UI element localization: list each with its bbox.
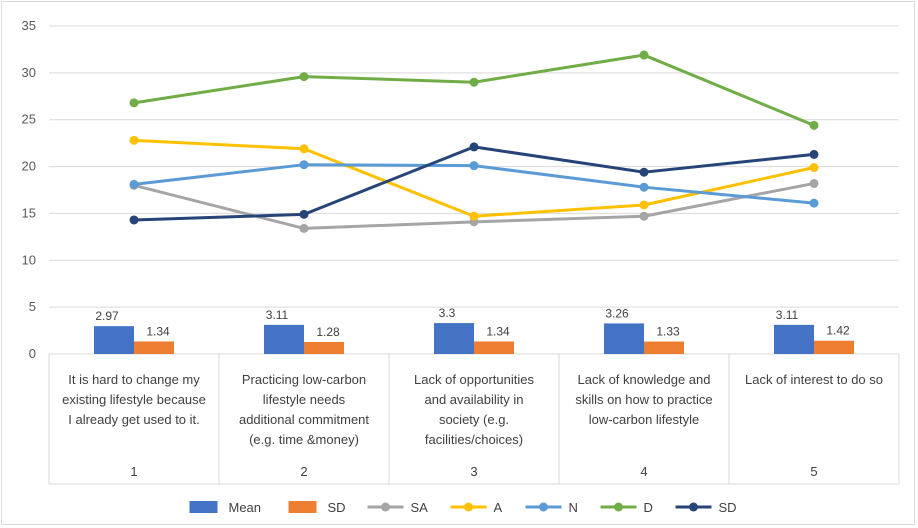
bar-data-label: 3.3 [439, 306, 456, 320]
series-point-a [469, 211, 479, 221]
series-point-n [129, 179, 139, 189]
category-label-line: low-carbon lifestyle [589, 412, 700, 427]
legend-swatch-mean [189, 501, 218, 513]
series-point-sd [809, 149, 819, 159]
series-line-sd [132, 145, 816, 222]
bar-mean [264, 324, 304, 354]
y-tick-label: 35 [22, 18, 36, 33]
y-tick-label: 10 [22, 252, 36, 267]
category-label-line: (e.g. time &money) [249, 432, 359, 447]
legend-marker-n [539, 502, 548, 512]
bar-mean [604, 323, 644, 354]
legend-label: D [644, 500, 653, 515]
bar-mean [774, 324, 814, 354]
series-point-sd [299, 209, 309, 219]
series-point-sd [129, 215, 139, 225]
category-label-line: I already get used to it. [68, 412, 200, 427]
legend-marker-sd [689, 502, 698, 512]
bar-sd [814, 340, 854, 354]
series-point-a [639, 200, 649, 210]
bar-sd [134, 341, 174, 354]
category-number: 2 [300, 464, 307, 479]
series-point-a [129, 135, 139, 145]
series-point-n [639, 182, 649, 192]
y-tick-label: 15 [22, 205, 36, 220]
category-label-line: existing lifestyle because [62, 392, 206, 407]
y-tick-label: 5 [29, 299, 36, 314]
category-number: 1 [130, 464, 137, 479]
category-label-line: additional commitment [239, 412, 369, 427]
y-tick-label: 30 [22, 65, 36, 80]
series-point-d [469, 77, 479, 87]
series-point-d [809, 120, 819, 130]
category-label-line: society (e.g. [439, 412, 509, 427]
y-tick-label: 0 [29, 346, 36, 361]
category-label-line: Lack of opportunities [414, 372, 534, 387]
bar-sd [644, 341, 684, 354]
y-tick-label: 25 [22, 112, 36, 127]
series-point-d [299, 72, 309, 82]
legend-swatch-sd [288, 501, 317, 513]
bar-data-label: 1.34 [146, 324, 170, 338]
series-point-sa [299, 223, 309, 233]
y-tick-label: 20 [22, 159, 36, 174]
legend-marker-a [464, 502, 473, 512]
series-point-sd [639, 167, 649, 177]
bar-data-label: 1.33 [656, 325, 680, 339]
bar-data-label: 1.42 [826, 324, 850, 338]
series-line-a [132, 138, 816, 218]
legend-label: N [569, 500, 578, 515]
category-label-line: Practicing low-carbon [242, 372, 366, 387]
category-label-line: Lack of interest to do so [745, 372, 883, 387]
legend-label: Mean [229, 500, 262, 515]
series-line-d [132, 53, 816, 127]
legend-label: SD [328, 500, 346, 515]
bar-data-label: 1.28 [316, 325, 340, 339]
bar-data-label: 3.11 [266, 308, 289, 322]
legend-marker-sa [381, 502, 390, 512]
series-point-a [809, 163, 819, 173]
series-point-n [809, 198, 819, 208]
category-label-line: skills on how to practice [575, 392, 712, 407]
bar-mean [434, 323, 474, 354]
category-label-line: Lack of knowledge and [578, 372, 711, 387]
legend-marker-d [614, 502, 623, 512]
bar-data-label: 3.26 [605, 306, 629, 320]
bar-data-label: 1.34 [486, 324, 510, 338]
bar-mean [94, 326, 134, 354]
category-label-line: and availability in [424, 392, 523, 407]
category-label-line: facilities/choices) [425, 432, 523, 447]
bar-sd [304, 342, 344, 354]
category-number: 5 [810, 464, 817, 479]
category-number: 4 [640, 464, 647, 479]
series-point-a [299, 144, 309, 154]
series-point-sd [469, 142, 479, 152]
series-point-sa [639, 211, 649, 221]
legend-label: SD [719, 500, 737, 515]
category-number: 3 [470, 464, 477, 479]
series-point-n [299, 160, 309, 170]
bar-data-label: 2.97 [95, 309, 119, 323]
bar-sd [474, 341, 514, 354]
category-label-line: lifestyle needs [263, 392, 346, 407]
series-point-d [129, 98, 139, 108]
series-line-n [132, 163, 816, 205]
legend-label: SA [411, 500, 429, 515]
series-point-sa [809, 178, 819, 188]
series-point-n [469, 161, 479, 171]
category-label-line: It is hard to change my [68, 372, 200, 387]
bar-data-label: 3.11 [776, 308, 799, 322]
series-point-d [639, 50, 649, 60]
legend-label: A [494, 500, 503, 515]
